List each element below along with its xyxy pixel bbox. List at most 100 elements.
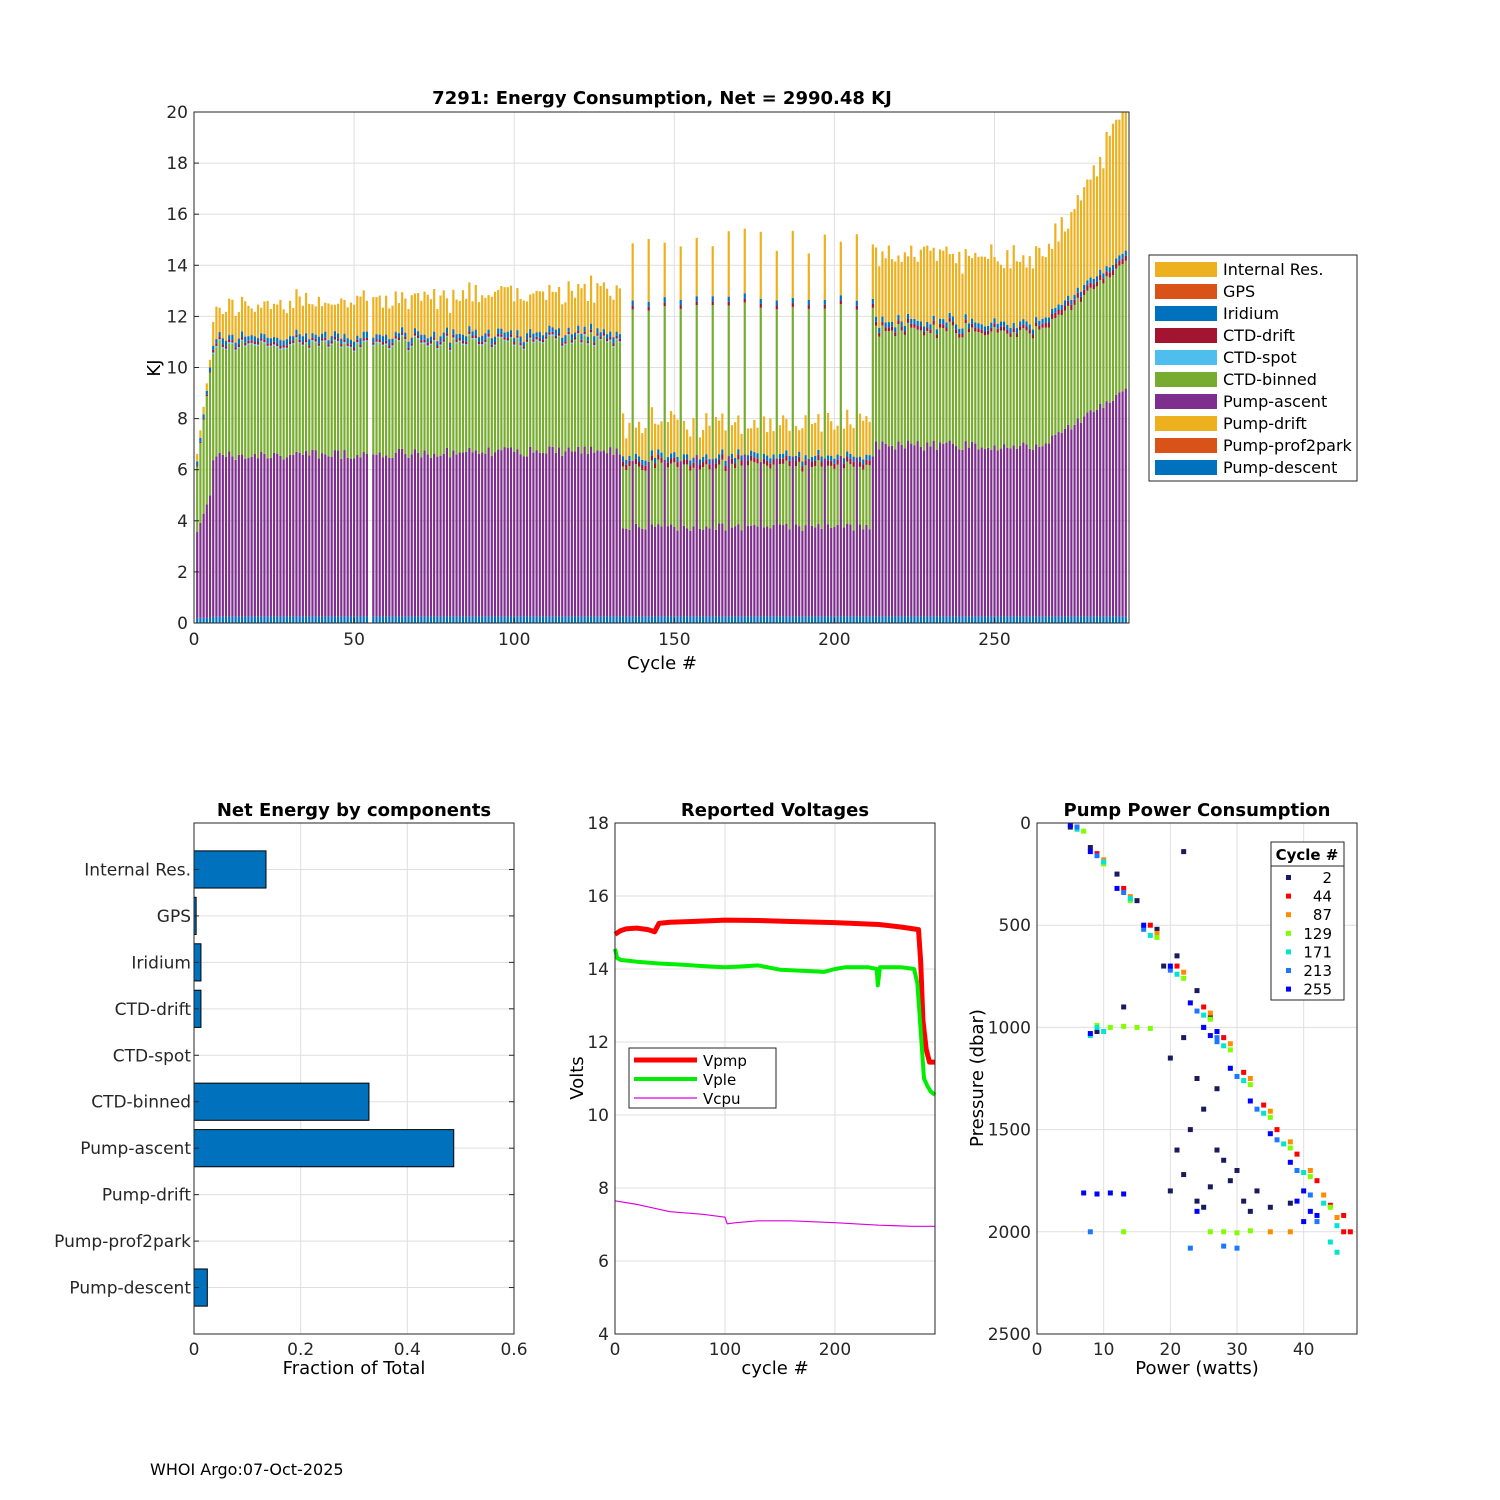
energy-bar-segment bbox=[938, 616, 942, 623]
pump-point bbox=[1307, 1174, 1313, 1180]
energy-bar-segment bbox=[365, 300, 369, 332]
energy-bar-segment bbox=[983, 335, 987, 450]
energy-bar-segment bbox=[887, 245, 890, 323]
pump-point bbox=[1221, 1043, 1227, 1049]
energy-bar-segment bbox=[455, 299, 458, 334]
energy-bar-segment bbox=[1015, 448, 1019, 617]
energy-bar-segment bbox=[983, 616, 987, 623]
energy-bar-segment bbox=[196, 465, 199, 467]
energy-bar-segment bbox=[990, 616, 993, 623]
energy-bar-segment bbox=[826, 455, 830, 461]
energy-bar-segment bbox=[388, 338, 391, 340]
energy-bar-segment bbox=[942, 328, 945, 444]
energy-bar-segment bbox=[913, 445, 916, 617]
energy-bar-segment bbox=[778, 464, 782, 525]
energy-bar-segment bbox=[868, 465, 871, 530]
energy-bar-segment bbox=[858, 616, 862, 623]
energy-legend-label: GPS bbox=[1223, 282, 1255, 301]
energy-bar-segment bbox=[605, 341, 609, 343]
energy-bar-segment bbox=[769, 463, 772, 469]
energy-bar-segment bbox=[999, 330, 1003, 449]
energy-bar-segment bbox=[340, 338, 343, 345]
energy-legend-label: CTD-binned bbox=[1223, 370, 1317, 389]
energy-bar-segment bbox=[1079, 301, 1083, 423]
energy-bar-segment bbox=[436, 340, 439, 342]
pump-point bbox=[1081, 828, 1087, 834]
energy-bar-segment bbox=[625, 528, 628, 617]
energy-bar-segment bbox=[942, 250, 945, 320]
energy-bar-segment bbox=[218, 336, 221, 340]
energy-tick-label-y: 6 bbox=[177, 461, 188, 481]
energy-bar-segment bbox=[734, 468, 737, 527]
energy-bar-segment bbox=[980, 324, 983, 330]
energy-bar-segment bbox=[298, 343, 301, 453]
energy-bar-segment bbox=[234, 315, 237, 343]
energy-bar-segment bbox=[458, 340, 461, 342]
pump-legend-label: 255 bbox=[1303, 981, 1332, 999]
energy-bar-segment bbox=[468, 326, 471, 332]
energy-bar-segment bbox=[1115, 119, 1118, 259]
energy-bar-segment bbox=[516, 339, 519, 450]
energy-bar-segment bbox=[410, 345, 413, 348]
energy-bar-segment bbox=[308, 347, 311, 350]
energy-bar-segment bbox=[260, 616, 263, 623]
pump-point bbox=[1227, 1041, 1233, 1047]
energy-bar-segment bbox=[234, 349, 237, 351]
pump-point bbox=[1187, 1127, 1193, 1133]
energy-bar-segment bbox=[439, 344, 442, 346]
energy-bar-segment bbox=[359, 337, 362, 339]
energy-bar-segment bbox=[852, 530, 855, 617]
energy-bar-segment bbox=[493, 452, 497, 617]
energy-bar-segment bbox=[772, 616, 775, 623]
pump-point bbox=[1227, 1178, 1233, 1184]
energy-bar-segment bbox=[1076, 292, 1079, 298]
energy-bar-segment bbox=[698, 437, 702, 460]
energy-bar-segment bbox=[919, 326, 922, 331]
pump-ylabel: Pressure (dbar) bbox=[967, 1009, 988, 1147]
energy-bar-segment bbox=[224, 616, 228, 623]
energy-bar-segment bbox=[1028, 448, 1031, 617]
energy-bar-segment bbox=[935, 329, 938, 335]
energy-bar-segment bbox=[455, 616, 458, 623]
energy-bar-segment bbox=[746, 455, 750, 461]
pump-point bbox=[1287, 1139, 1293, 1145]
energy-bar-segment bbox=[1031, 329, 1035, 335]
energy-bar-segment bbox=[426, 616, 429, 623]
energy-bar-segment bbox=[570, 340, 573, 343]
energy-bar-segment bbox=[593, 452, 596, 617]
energy-bar-segment bbox=[734, 616, 737, 623]
energy-bar-segment bbox=[378, 616, 381, 623]
energy-bar-segment bbox=[926, 330, 929, 443]
energy-bar-segment bbox=[999, 326, 1003, 331]
energy-bar-segment bbox=[1047, 317, 1051, 323]
energy-bar-segment bbox=[634, 463, 637, 524]
energy-bar-segment bbox=[724, 460, 727, 466]
energy-bar-segment bbox=[938, 442, 942, 617]
voltages-tick-label-y: 6 bbox=[598, 1252, 609, 1272]
energy-legend-label: Internal Res. bbox=[1223, 260, 1323, 279]
energy-bar-segment bbox=[208, 359, 212, 368]
energy-bar-segment bbox=[304, 616, 308, 623]
energy-bar-segment bbox=[545, 332, 548, 337]
energy-bar-segment bbox=[346, 345, 349, 348]
energy-bar-segment bbox=[324, 616, 327, 623]
pump-point bbox=[1221, 1243, 1227, 1249]
energy-bar-segment bbox=[698, 464, 702, 470]
energy-bar-segment bbox=[333, 450, 336, 617]
energy-bar-segment bbox=[228, 335, 231, 340]
energy-bar-segment bbox=[391, 345, 394, 347]
energy-bar-segment bbox=[240, 454, 244, 617]
energy-bar-segment bbox=[839, 241, 842, 296]
energy-bar-segment bbox=[1047, 616, 1051, 623]
energy-bar-segment bbox=[935, 616, 938, 623]
energy-bar-segment bbox=[750, 525, 753, 617]
energy-bar-segment bbox=[746, 465, 750, 526]
energy-bar-segment bbox=[948, 312, 951, 318]
energy-bar-segment bbox=[1019, 330, 1022, 446]
energy-bar-segment bbox=[1105, 401, 1108, 617]
energy-bar-segment bbox=[224, 456, 228, 617]
energy-bar-segment bbox=[906, 256, 910, 314]
energy-bar-segment bbox=[272, 344, 276, 346]
energy-bar-segment bbox=[852, 616, 855, 623]
energy-bar-segment bbox=[1067, 305, 1070, 425]
